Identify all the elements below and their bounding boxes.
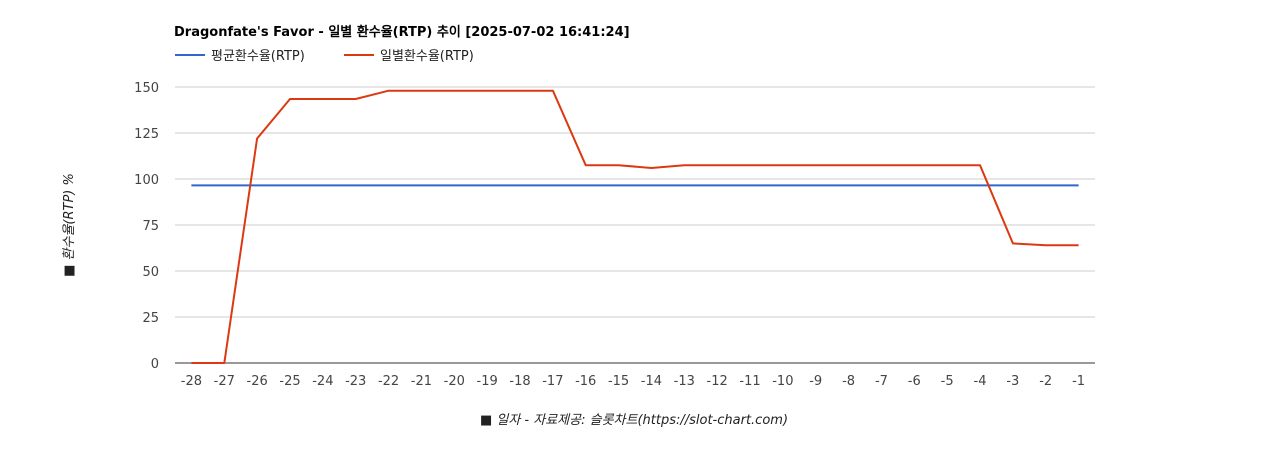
y-tick-label: 25 — [142, 311, 159, 326]
y-axis-title: ■ 환수율(RTP) % — [62, 173, 77, 277]
y-tick-label: 50 — [142, 265, 159, 280]
x-tick-label: -10 — [772, 374, 793, 389]
x-tick-label: -22 — [378, 374, 399, 389]
x-tick-label: -28 — [181, 374, 202, 389]
y-tick-label: 125 — [134, 127, 159, 142]
x-tick-label: -2 — [1039, 374, 1052, 389]
x-tick-label: -1 — [1072, 374, 1085, 389]
x-tick-label: -18 — [509, 374, 530, 389]
y-tick-label: 150 — [134, 81, 159, 96]
x-tick-label: -16 — [575, 374, 596, 389]
chart-title: Dragonfate's Favor - 일별 환수율(RTP) 추이 [202… — [174, 24, 630, 40]
x-tick-label: -9 — [809, 374, 822, 389]
x-tick-label: -12 — [707, 374, 728, 389]
x-tick-label: -23 — [345, 374, 366, 389]
x-axis-title: ■ 일자 - 자료제공: 슬롯차트(https://slot-chart.com… — [480, 413, 788, 428]
x-tick-label: -4 — [974, 374, 987, 389]
x-tick-label: -15 — [608, 374, 629, 389]
x-tick-label: -27 — [214, 374, 235, 389]
x-tick-label: -14 — [641, 374, 662, 389]
x-tick-label: -5 — [941, 374, 954, 389]
x-tick-label: -8 — [842, 374, 855, 389]
x-tick-label: -21 — [411, 374, 432, 389]
x-tick-label: -26 — [247, 374, 268, 389]
x-tick-label: -25 — [279, 374, 300, 389]
x-tick-label: -13 — [674, 374, 695, 389]
x-tick-label: -6 — [908, 374, 921, 389]
legend-label-daily: 일별환수율(RTP) — [380, 49, 474, 64]
y-tick-label: 100 — [134, 173, 159, 188]
x-tick-label: -17 — [542, 374, 563, 389]
x-axis-ticks: -28 -27 -26 -25 -24 -23 -22 -21 -20 -19 -18 -17 -16-… — [181, 374, 1085, 389]
x-tick-label: -7 — [875, 374, 888, 389]
x-tick-label: -3 — [1006, 374, 1019, 389]
x-tick-label: -19 — [477, 374, 498, 389]
series-lines — [191, 89, 1079, 364]
y-tick-label: 0 — [151, 357, 159, 372]
legend: 평균환수율(RTP) 일별환수율(RTP) — [175, 49, 474, 64]
gridlines — [175, 86, 1095, 364]
x-tick-label: -24 — [312, 374, 333, 389]
y-tick-label: 75 — [142, 219, 159, 234]
x-tick-label: -20 — [444, 374, 465, 389]
legend-label-average: 평균환수율(RTP) — [211, 49, 305, 64]
daily-rtp-line — [191, 89, 1079, 364]
y-axis-ticks: 0 25 50 75 100 125 150 — [134, 81, 159, 372]
x-tick-label: -11 — [739, 374, 760, 389]
